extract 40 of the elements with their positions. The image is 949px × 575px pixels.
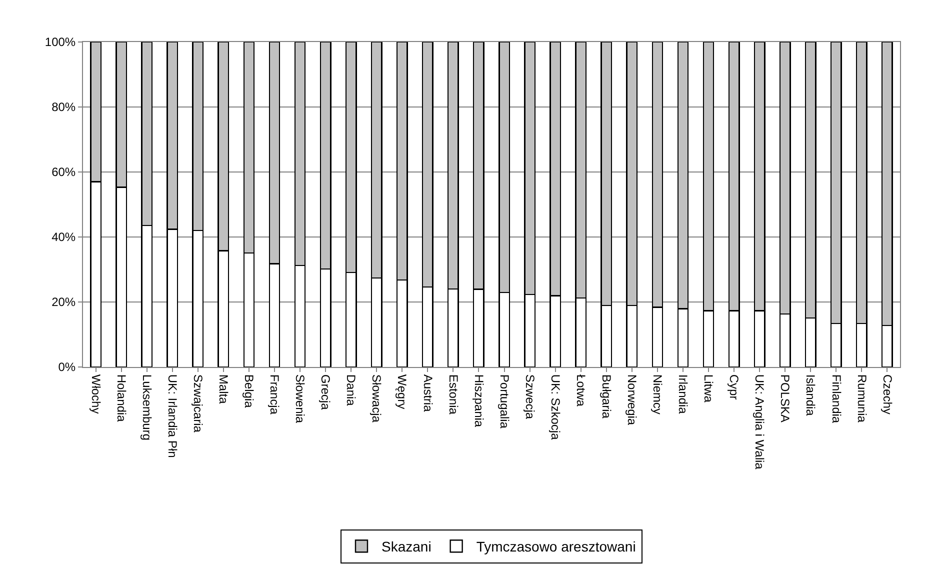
legend-label: Tymczasowo aresztowani — [476, 538, 636, 555]
y-tick-label: 20% — [52, 295, 76, 310]
y-tick-label: 0% — [58, 360, 76, 374]
x-tick-label: Litwa — [702, 374, 716, 403]
x-tick-label: Dania — [344, 374, 358, 406]
x-tick-label: Bułgaria — [599, 374, 614, 419]
x-tick-label: Hiszpania — [472, 374, 486, 428]
y-tick-label: 80% — [52, 100, 76, 114]
legend-label: Skazani — [382, 538, 432, 555]
x-tick-label: Luksemburg — [140, 374, 154, 440]
x-tick-label: POLSKA — [778, 374, 792, 422]
y-tick-label: 40% — [52, 230, 76, 244]
x-tick-label: Estonia — [446, 374, 460, 415]
x-tick-label: Szwajcaria — [190, 374, 205, 433]
x-tick-label: Francja — [268, 374, 282, 415]
x-tick-label: Islandia — [804, 374, 818, 416]
x-tick-label: Austria — [420, 374, 435, 412]
x-tick-label: Norwegia — [625, 374, 640, 426]
x-tick-label: Portugalia — [497, 374, 512, 429]
x-tick-label: Węgry — [395, 374, 410, 410]
y-tick-label: 100% — [44, 35, 76, 50]
x-tick-label: UK: Szkocja — [548, 374, 562, 440]
x-tick-label: Belgia — [242, 374, 256, 408]
x-tick-label: UK: Irlandia Płn — [165, 374, 180, 458]
x-tick-label: Łotwa — [574, 374, 588, 407]
x-tick-label: Cypr — [727, 374, 742, 400]
x-tick-label: Finlandia — [829, 374, 844, 424]
x-tick-label: Słowacja — [370, 374, 384, 423]
x-tick-label: Włochy — [88, 374, 103, 414]
x-tick-label: Rumunia — [854, 374, 869, 423]
x-tick-label: Niemcy — [650, 374, 665, 414]
x-tick-label: Słowenia — [293, 374, 308, 424]
y-tick-label: 60% — [52, 165, 76, 180]
x-tick-label: UK: Anglia i Walia — [752, 374, 767, 470]
x-tick-label: Szwecja — [522, 374, 537, 420]
x-tick-label: Czechy — [880, 374, 894, 414]
x-tick-label: Malta — [216, 374, 231, 404]
x-tick-label: Grecja — [318, 374, 333, 410]
x-tick-label: Irlandia — [676, 374, 690, 414]
x-tick-label: Holandia — [114, 374, 128, 422]
